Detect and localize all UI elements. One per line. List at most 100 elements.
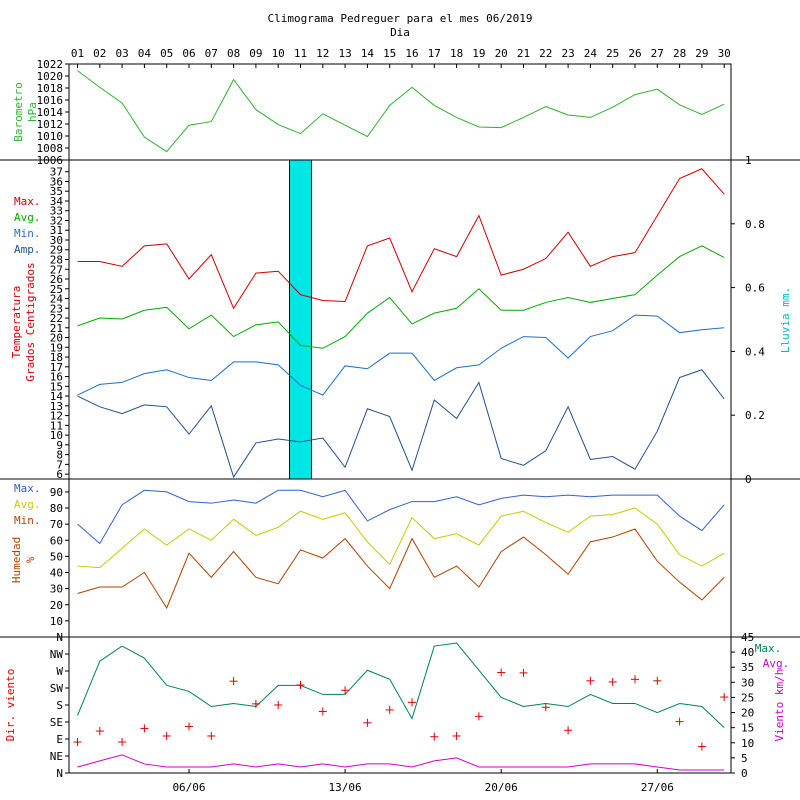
temp-amp-line	[77, 369, 725, 479]
temp-tick-label: 18	[50, 351, 63, 364]
temp-tick-label: 35	[50, 185, 63, 198]
day-label: 02	[93, 47, 106, 60]
temp-tick-label: 25	[50, 283, 63, 296]
wind-tick-label: 40	[741, 646, 754, 659]
hum-tick-label: 20	[50, 599, 63, 612]
baro-tick-label: 1008	[37, 142, 64, 155]
temp-tick-label: 19	[50, 341, 63, 354]
temp-tick-label: 15	[50, 380, 63, 393]
wind-tick-label: 15	[741, 722, 754, 735]
temp-tick-label: 14	[50, 390, 64, 403]
wind-legend-item: Avg.	[763, 657, 790, 670]
dir-tick-label: NE	[50, 750, 63, 763]
temp-tick-label: 13	[50, 400, 63, 413]
day-label: 23	[561, 47, 574, 60]
temp-tick-label: 33	[50, 205, 63, 218]
temp-tick-label: 23	[50, 302, 63, 315]
day-label: 04	[138, 47, 152, 60]
day-label: 21	[517, 47, 530, 60]
week-label: 20/06	[485, 781, 518, 794]
hum-legend-item: Avg.	[14, 498, 41, 511]
rain-tick-label: 1	[745, 154, 752, 167]
dir-tick-label: N	[56, 767, 63, 780]
baro-line	[77, 70, 725, 153]
wind-tick-label: 10	[741, 737, 754, 750]
temp-tick-label: 24	[50, 293, 64, 306]
temp-axis-label: Grados Centigrados	[24, 262, 37, 381]
temp-tick-label: 36	[50, 175, 63, 188]
temp-tick-label: 29	[50, 244, 63, 257]
hum-legend-item: Min.	[14, 514, 41, 527]
wind-axis-label: Viento km/h	[773, 669, 786, 742]
baro-tick-label: 1022	[37, 58, 64, 71]
temp-legend-item: Max.	[14, 195, 41, 208]
week-label: 27/06	[641, 781, 674, 794]
day-label: 10	[272, 47, 285, 60]
temp-min-line	[77, 314, 725, 396]
baro-tick-label: 1010	[37, 130, 64, 143]
temp-tick-label: 28	[50, 254, 63, 267]
rain-tick-label: 0	[745, 473, 752, 486]
wind-tick-label: 5	[741, 752, 748, 765]
temp-tick-label: 6	[56, 468, 63, 481]
temp-tick-label: 37	[50, 166, 63, 179]
temp-tick-label: 30	[50, 234, 63, 247]
day-label: 18	[450, 47, 463, 60]
day-label: 08	[227, 47, 240, 60]
temp-tick-label: 22	[50, 312, 63, 325]
hum-tick-label: 80	[50, 502, 63, 515]
temp-tick-label: 12	[50, 410, 63, 423]
temp-tick-label: 26	[50, 273, 63, 286]
day-label: 17	[428, 47, 441, 60]
temp-tick-label: 8	[56, 449, 63, 462]
hum-tick-label: 50	[50, 550, 63, 563]
day-label: 01	[71, 47, 84, 60]
temp-legend-item: Amp.	[14, 243, 41, 256]
temp-tick-label: 17	[50, 361, 63, 374]
baro-tick-label: 1006	[37, 154, 64, 167]
day-label: 15	[383, 47, 396, 60]
plot-layer: 01 02 03 04 05 06 07 08 09 10 11 12 13 14 15 16 17 18 19 20…	[0, 47, 800, 794]
temp-avg-line	[77, 245, 725, 349]
hum-tick-label: 40	[50, 567, 63, 580]
day-label: 06	[182, 47, 195, 60]
hum-min-line	[77, 528, 725, 610]
temp-tick-label: 27	[50, 263, 63, 276]
rain-tick-label: 0.4	[745, 345, 765, 358]
hum-max-line	[77, 489, 725, 545]
day-label: 09	[249, 47, 262, 60]
day-label: 03	[115, 47, 128, 60]
dir-tick-label: NW	[50, 648, 64, 661]
dir-tick-label: S	[56, 699, 63, 712]
hum-tick-label: 60	[50, 534, 63, 547]
temp-legend-item: Avg.	[14, 211, 41, 224]
temp-tick-label: 7	[56, 458, 63, 471]
chart-subtitle: Dia	[390, 26, 410, 39]
week-label: 06/06	[172, 781, 205, 794]
wind-avg-line	[77, 754, 725, 771]
day-label: 07	[205, 47, 218, 60]
day-label: 27	[651, 47, 664, 60]
rain-tick-label: 0.6	[745, 282, 765, 295]
baro-tick-label: 1018	[37, 82, 64, 95]
temp-axis-label: Temperatura	[10, 286, 23, 359]
wind-tick-label: 45	[741, 631, 754, 644]
baro-tick-label: 1012	[37, 118, 64, 131]
baro-tick-label: 1016	[37, 94, 64, 107]
hum-tick-label: 30	[50, 583, 63, 596]
dir-tick-label: N	[56, 631, 63, 644]
day-label: 12	[316, 47, 329, 60]
hum-axis-label: Humedad	[10, 537, 23, 583]
temp-tick-label: 9	[56, 439, 63, 452]
dir-tick-label: E	[56, 733, 63, 746]
dir-tick-label: SE	[50, 716, 63, 729]
hum-tick-label: 10	[50, 615, 63, 628]
rain-axis-label: Lluvia mm.	[779, 287, 792, 353]
rain-bar	[289, 159, 312, 480]
hum-avg-line	[77, 507, 725, 569]
temp-tick-label: 10	[50, 429, 63, 442]
temp-tick-label: 11	[50, 419, 63, 432]
baro-tick-label: 1020	[37, 70, 64, 83]
